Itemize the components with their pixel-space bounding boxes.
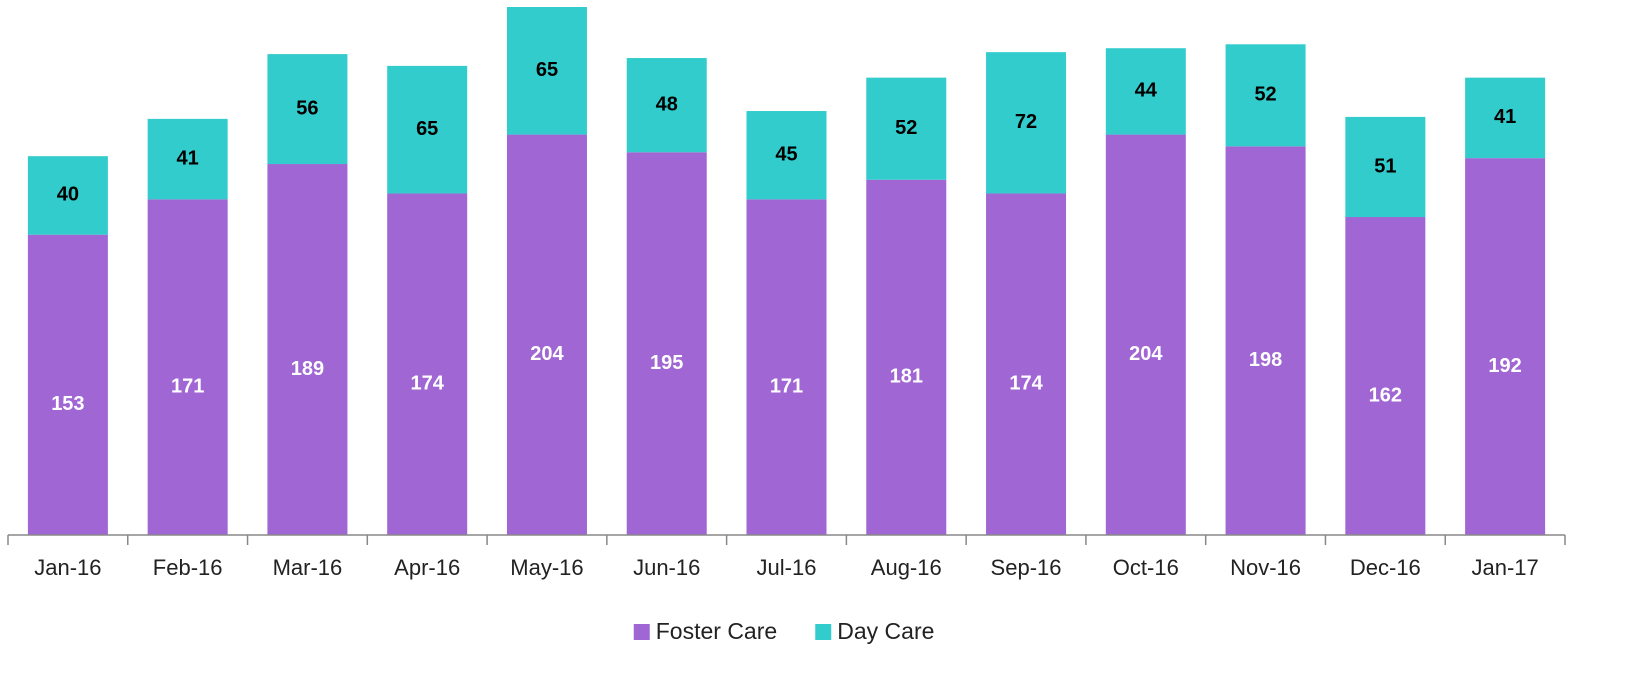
data-label: 72 [1015, 111, 1037, 133]
bar-segment [147, 199, 228, 535]
bar-segment [1465, 158, 1546, 535]
data-label: 45 [775, 143, 797, 165]
data-label: 153 [51, 393, 84, 415]
bar-segment [1345, 116, 1426, 218]
x-tick-label: Jun-16 [633, 555, 700, 580]
data-label: 41 [1494, 106, 1516, 128]
data-label: 51 [1374, 155, 1396, 177]
x-tick-label: Mar-16 [273, 555, 343, 580]
data-label: 174 [1009, 373, 1043, 395]
data-label: 174 [411, 373, 445, 395]
data-label: 171 [171, 375, 204, 397]
bar-segment [387, 193, 468, 536]
bar-segment [267, 164, 348, 536]
bar-segment [626, 58, 707, 153]
data-label: 171 [770, 375, 803, 397]
bar-segment [626, 152, 707, 535]
bar-segment [746, 111, 827, 200]
x-tick-label: Apr-16 [394, 555, 460, 580]
bar-segment [1345, 217, 1426, 535]
bar-segment [986, 52, 1067, 194]
data-label: 195 [650, 352, 683, 374]
data-label: 204 [1129, 343, 1163, 365]
bar-segment [27, 156, 108, 235]
x-tick-label: May-16 [510, 555, 583, 580]
data-label: 192 [1488, 355, 1521, 377]
x-tick-label: Oct-16 [1113, 555, 1179, 580]
x-tick-label: Jan-17 [1471, 555, 1538, 580]
x-tick-label: Nov-16 [1230, 555, 1301, 580]
data-label: 65 [416, 118, 438, 140]
bar-segment [147, 118, 228, 200]
data-label: 189 [291, 358, 324, 380]
bar-segment [1225, 44, 1306, 147]
bar-segment [1465, 77, 1546, 159]
data-label: 65 [536, 59, 558, 81]
x-tick-label: Aug-16 [871, 555, 942, 580]
bar-segment [1105, 134, 1186, 535]
bar-segment [1105, 48, 1186, 135]
bar-segment [986, 193, 1067, 536]
data-label: 48 [656, 93, 678, 115]
legend-label: Foster Care [656, 618, 777, 644]
bar-segment [267, 54, 348, 165]
data-label: 44 [1135, 80, 1158, 102]
bar-segment [387, 65, 468, 194]
legend-swatch [633, 624, 650, 640]
data-label: 40 [57, 184, 79, 206]
data-label: 56 [296, 97, 318, 119]
bar-segment [866, 179, 947, 535]
x-tick-label: Dec-16 [1350, 555, 1421, 580]
x-tick-label: Feb-16 [153, 555, 223, 580]
legend-label: Day Care [837, 618, 934, 644]
bar-segment [506, 7, 587, 135]
data-label: 52 [1254, 84, 1276, 106]
data-label: 52 [895, 117, 917, 139]
bar-segment [866, 77, 947, 180]
bar-segment [746, 199, 827, 535]
bar-segment [506, 134, 587, 535]
legend-swatch [815, 624, 832, 640]
data-label: 162 [1369, 384, 1402, 406]
data-label: 198 [1249, 349, 1282, 371]
data-label: 181 [890, 366, 923, 388]
x-tick-label: Jul-16 [757, 555, 817, 580]
bar-segment [1225, 146, 1306, 535]
data-label: 41 [177, 147, 199, 169]
x-tick-label: Jan-16 [34, 555, 101, 580]
data-label: 204 [530, 343, 564, 365]
bar-segment [27, 234, 108, 535]
x-tick-label: Sep-16 [991, 555, 1062, 580]
